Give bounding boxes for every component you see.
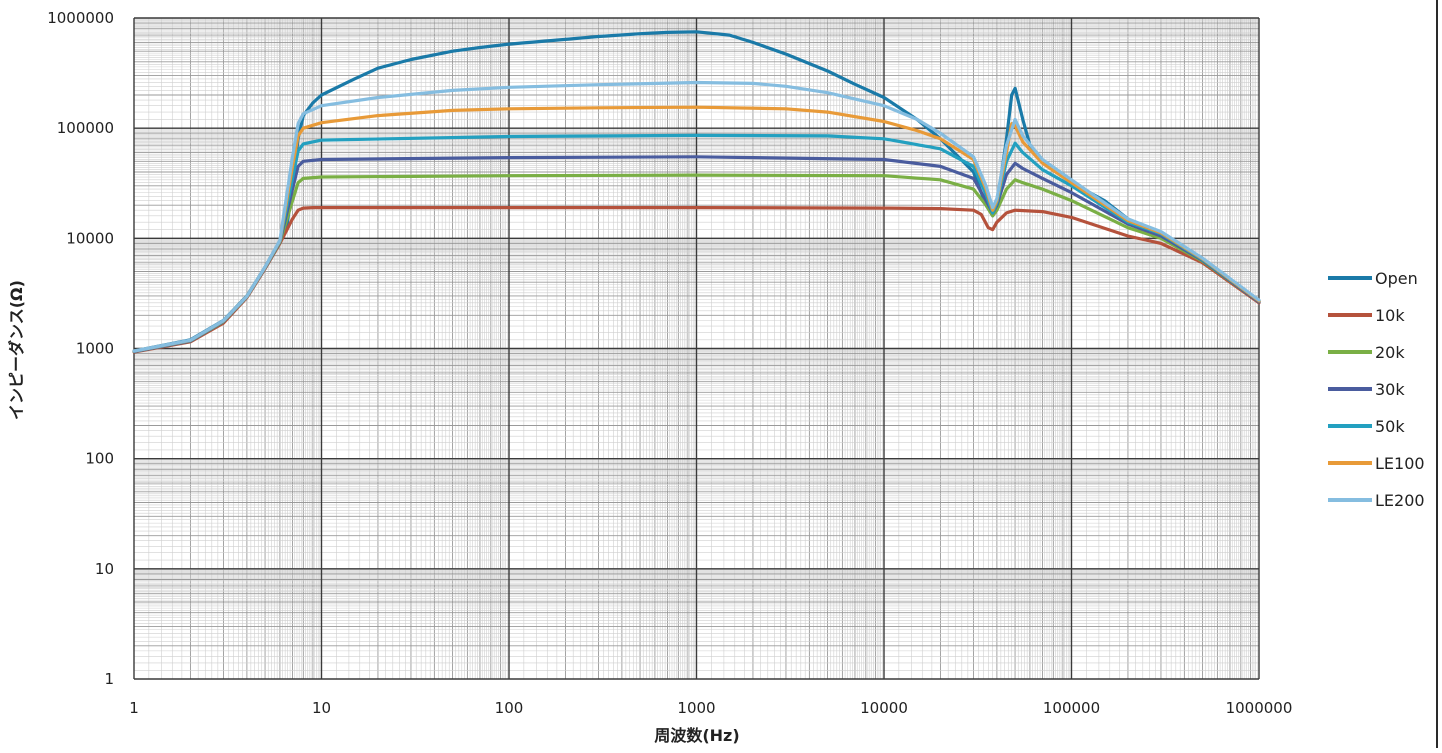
legend-label: 20k: [1375, 343, 1405, 362]
series-lines: [132, 30, 1261, 354]
legend: Open 10k 20k 30k 50k LE100 LE200: [1328, 269, 1425, 510]
x-tick-label: 100: [495, 699, 524, 717]
x-axis-ticks: 1 10 100 1000 10000 100000 1000000: [129, 699, 1292, 717]
legend-label: Open: [1375, 269, 1418, 288]
legend-label: 50k: [1375, 417, 1405, 436]
legend-label: 30k: [1375, 380, 1405, 399]
x-axis-label: 周波数(Hz): [654, 726, 739, 745]
y-axis-ticks: 1 10 100 1000 10000 100000 1000000: [47, 9, 114, 688]
y-tick-label: 1: [104, 670, 114, 688]
x-tick-label: 1000: [677, 699, 715, 717]
x-tick-label: 100000: [1043, 699, 1100, 717]
x-tick-label: 1000000: [1226, 699, 1293, 717]
series-line-le200: [132, 80, 1261, 353]
grid: [133, 17, 1260, 680]
y-tick-label: 1000: [76, 340, 114, 358]
x-tick-label: 1: [129, 699, 139, 717]
x-tick-label: 10: [312, 699, 331, 717]
legend-label: LE100: [1375, 454, 1425, 473]
x-tick-label: 10000: [860, 699, 908, 717]
legend-label: LE200: [1375, 491, 1425, 510]
y-tick-label: 10: [95, 560, 114, 578]
y-tick-label: 1000000: [47, 9, 114, 27]
y-tick-label: 100: [85, 450, 114, 468]
frame-right-border: [1436, 0, 1438, 748]
y-tick-label: 10000: [66, 229, 114, 247]
y-axis-label: インピーダンス(Ω): [7, 280, 26, 420]
y-tick-label: 100000: [57, 119, 114, 137]
legend-label: 10k: [1375, 306, 1405, 325]
